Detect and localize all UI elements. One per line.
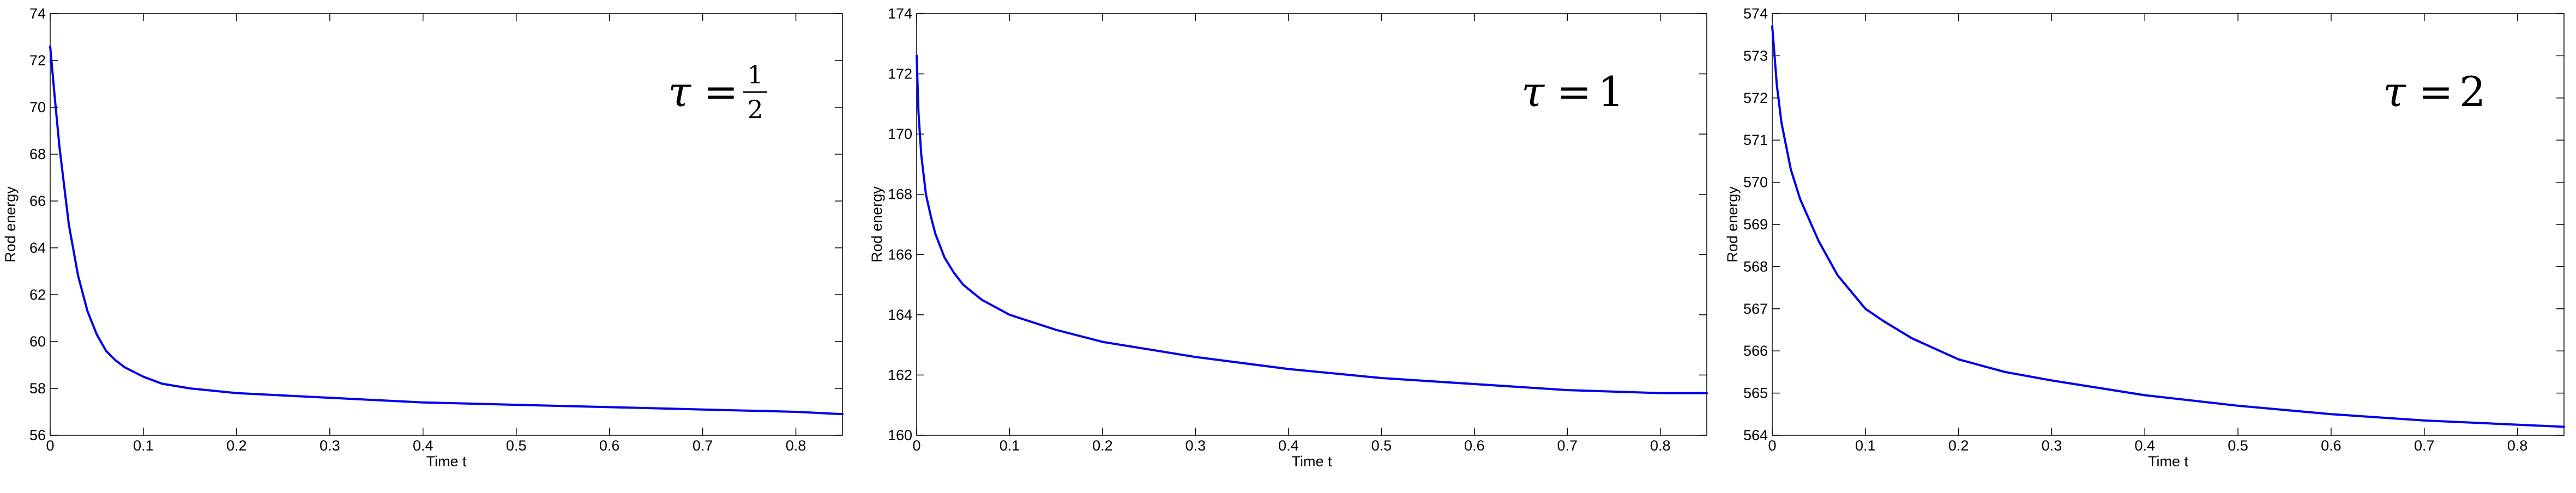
x-axis-label: Time t [1292, 453, 1332, 470]
y-tick-label: 566 [1743, 343, 1768, 359]
tau-numerator: 1 [747, 60, 763, 89]
x-tick-label: 0.4 [1278, 437, 1299, 454]
y-tick-label: 70 [29, 99, 46, 115]
y-tick-label: 571 [1743, 132, 1768, 148]
x-tick-label: 0.7 [693, 437, 713, 454]
y-tick-label: 568 [1743, 258, 1768, 275]
x-tick-label: 0.5 [2228, 437, 2248, 454]
x-tick-label: 0.6 [2321, 437, 2342, 454]
y-tick-label: 58 [29, 380, 46, 397]
y-tick-label: 574 [1743, 5, 1768, 22]
x-axis-label: Time t [2148, 453, 2188, 470]
series-line-1 [916, 54, 1708, 394]
y-tick-label: 572 [1743, 90, 1768, 106]
x-tick-label: 0.8 [786, 437, 806, 454]
y-tick-label: 174 [888, 5, 912, 22]
x-tick-label: 0 [46, 437, 54, 454]
y-tick-label: 64 [29, 240, 46, 256]
y-tick-label: 74 [29, 5, 46, 22]
chart-panel-3: 0 0.1 0.2 0.3 0.4 0.5 0.6 0.7 0.8 564 565 566 567 568… [1724, 5, 2565, 470]
chart-panel-2: 0 0.1 0.2 0.3 0.4 0.5 0.6 0.7 0.8 160 162 164 166 168… [869, 5, 1708, 470]
tau-value: 2 [2459, 68, 2485, 116]
x-tick-label: 0.6 [1464, 437, 1485, 454]
y-tick-label: 170 [888, 126, 912, 142]
x-tick-label: 0.8 [1650, 437, 1671, 454]
x-tick-label: 0.2 [1092, 437, 1113, 454]
y-tick-label: 564 [1743, 427, 1768, 443]
y-tick-label: 567 [1743, 301, 1768, 317]
plot-frame [916, 13, 1707, 436]
x-tick-label: 0.1 [133, 437, 154, 454]
x-tick-label: 0.6 [599, 437, 620, 454]
x-tick-label: 0.1 [1000, 437, 1020, 454]
x-tick-label: 0.3 [1185, 437, 1206, 454]
y-tick-label: 168 [888, 186, 912, 203]
y-tick-label: 68 [29, 146, 46, 162]
x-tick-label: 0.5 [506, 437, 527, 454]
x-tick-label: 0.5 [1371, 437, 1392, 454]
y-tick-label: 60 [29, 333, 46, 350]
y-tick-label: 160 [888, 427, 912, 443]
tau-annotation: τ = 1 2 [668, 60, 767, 124]
x-tick-label: 0.3 [2042, 437, 2062, 454]
series-line-1 [1771, 25, 2565, 428]
tau-equals: = [2418, 68, 2453, 116]
y-axis-label: Rod energy [2, 186, 19, 263]
series-line-1 [49, 45, 844, 416]
y-tick-label: 570 [1743, 174, 1768, 191]
tau-denominator: 2 [747, 95, 763, 124]
x-tick-label: 0.2 [1948, 437, 1969, 454]
x-tick-label: 0.8 [2507, 437, 2528, 454]
y-tick-label: 162 [888, 367, 912, 383]
x-tick-label: 0 [912, 437, 920, 454]
x-tick-label: 0.7 [1557, 437, 1578, 454]
y-tick-label: 164 [888, 307, 912, 323]
y-tick-label: 56 [29, 427, 46, 443]
y-axis-label: Rod energy [1724, 186, 1741, 263]
x-tick-label: 0.4 [413, 437, 434, 454]
x-tick-label: 0 [1768, 437, 1776, 454]
tau-symbol: τ [668, 68, 692, 116]
y-axis-label: Rod energy [869, 186, 885, 263]
y-tick-label: 72 [29, 52, 46, 69]
x-tick-label: 0.2 [226, 437, 247, 454]
y-tick-label: 573 [1743, 47, 1768, 64]
x-tick-label: 0.4 [2135, 437, 2156, 454]
tau-symbol: τ [1521, 68, 1545, 116]
tau-symbol: τ [2383, 68, 2407, 116]
y-tick-label: 565 [1743, 385, 1768, 401]
tau-equals: = [1557, 68, 1592, 116]
y-tick-label: 166 [888, 246, 912, 263]
y-tick-label: 66 [29, 193, 46, 209]
y-tick-label: 569 [1743, 216, 1768, 233]
x-tick-label: 0.3 [320, 437, 340, 454]
tau-equals: = [703, 68, 738, 116]
tau-annotation: τ = 1 [1521, 68, 1624, 116]
x-tick-label: 0.1 [1855, 437, 1876, 454]
tau-annotation: τ = 2 [2383, 68, 2485, 116]
y-tick-label: 172 [888, 66, 912, 82]
chart-panel-1: 0 0.1 0.2 0.3 0.4 0.5 0.6 0.7 0.8 56 58 60 62 64 66 68 7… [2, 5, 844, 470]
x-tick-label: 0.7 [2414, 437, 2435, 454]
plot-frame [50, 13, 843, 436]
x-axis-label: Time t [426, 453, 467, 470]
tau-value: 1 [1598, 68, 1624, 116]
y-tick-label: 62 [29, 287, 46, 303]
